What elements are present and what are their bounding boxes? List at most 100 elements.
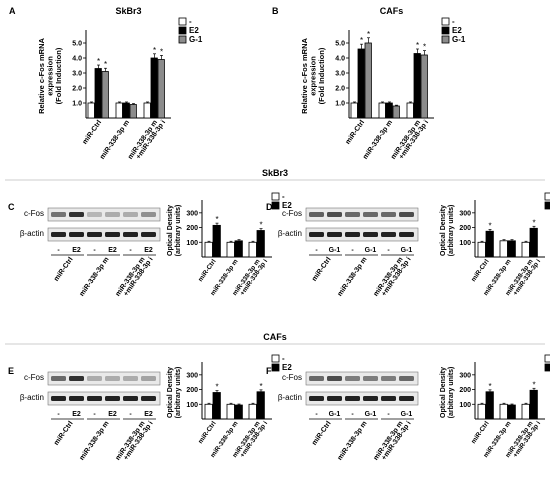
y-axis-label-line: (arbitrary units) (448, 367, 455, 419)
blot-band-cfos (309, 212, 324, 217)
western-blot-d: Dc-Fos β-actin - G-1 - G-1 - G-1 miR-Ctrl miR-338… (266, 202, 419, 298)
y-axis-label-line: (arbitrary units) (448, 205, 455, 257)
lane-label: E2 (144, 247, 153, 254)
blot-band-cfos (399, 376, 414, 381)
legend-label: E2 (189, 26, 199, 35)
bar-ctrl (350, 102, 358, 119)
lane-label: E2 (108, 247, 117, 254)
bar-e2 (212, 392, 221, 420)
legend-swatch (544, 192, 550, 201)
blot-band-actin (87, 396, 102, 401)
y-axis-label-line: Relative c-Fos mRNA (37, 37, 46, 113)
y-tick-label: 3.0 (72, 71, 82, 78)
significance-star: * (160, 47, 163, 56)
chart-b: B CAFs 1.0 2.0 3.0 4.0 5.0 Relative c-Fos mRNAe… (272, 6, 466, 161)
chart-title: CAFs (380, 6, 404, 16)
legend-swatch (544, 363, 550, 372)
y-axis-label: Optical Density(arbitrary units) (167, 205, 182, 257)
blot-band-actin (309, 232, 324, 237)
chart-a: A SkBr3 1.0 2.0 3.0 4.0 5.0 Relative c-Fos mRNA… (9, 6, 203, 161)
blot-band-cfos (105, 376, 120, 381)
blot-band-actin (123, 396, 138, 401)
y-axis-label-line: (Fold Induction) (54, 47, 63, 104)
blot-band-cfos (51, 212, 66, 217)
blot-band-actin (399, 396, 414, 401)
lane-label: - (57, 411, 60, 418)
legend-swatch (271, 192, 280, 201)
blot-band-actin (141, 396, 156, 401)
bar-g-1 (420, 54, 428, 119)
bar-ctrl (87, 102, 95, 119)
lane-label: - (93, 411, 96, 418)
blot-band-cfos (69, 212, 84, 217)
blot-strip-cfos (305, 371, 419, 386)
legend-swatch (178, 26, 187, 35)
x-category-label: miR-338-3p m (99, 119, 131, 161)
blot-strip-actin (305, 227, 419, 242)
y-tick-label: 200 (459, 225, 471, 232)
lane-label: G-1 (365, 411, 377, 418)
bar-ctrl (499, 240, 508, 258)
y-tick-label: 100 (459, 402, 471, 409)
blot-label-cfos: c-Fos (24, 209, 44, 218)
y-axis-label-line: Optical Density (440, 205, 447, 256)
blot-strip-actin (305, 391, 419, 406)
blot-band-cfos (51, 376, 66, 381)
blot-band-actin (363, 232, 378, 237)
y-tick-label: 300 (186, 210, 198, 217)
blot-strip-actin (47, 227, 161, 242)
y-tick-label: 3.0 (335, 71, 345, 78)
blot-band-cfos (345, 376, 360, 381)
blot-label-cfos: c-Fos (282, 373, 302, 382)
panel-label-c: C (8, 202, 15, 212)
lane-label: - (93, 247, 96, 254)
bar-e2 (234, 404, 243, 420)
bar-e2 (385, 102, 393, 119)
legend-swatch (271, 354, 280, 363)
significance-star: * (532, 218, 535, 227)
legend-label: - (282, 192, 285, 201)
significance-star: * (97, 57, 100, 66)
blot-band-actin (327, 396, 342, 401)
blot-band-actin (105, 396, 120, 401)
blot-band-cfos (309, 376, 324, 381)
western-blot-e: Ec-Fos β-actin - E2 - E2 - E2 miR-Ctrl miR-338-3p… (8, 366, 161, 462)
western-blot-c: Cc-Fos β-actin - E2 - E2 - E2 miR-Ctrl miR-338-3p… (8, 202, 161, 298)
significance-star: * (360, 36, 363, 45)
legend-swatch (441, 26, 450, 35)
bar-ctrl (204, 403, 213, 420)
blot-band-cfos (327, 376, 342, 381)
y-tick-label: 100 (459, 240, 471, 247)
lane-label: - (387, 247, 390, 254)
bar-g-1 (392, 105, 400, 119)
legend-label: - (282, 354, 285, 363)
bar-e2 (256, 391, 265, 420)
blot-band-cfos (123, 212, 138, 217)
blot-band-actin (51, 396, 66, 401)
bar-ctrl (477, 241, 486, 258)
blot-condition-label: miR-338-3p m (337, 256, 369, 298)
x-category-label: miR-Ctrl (82, 119, 104, 146)
bar-ctrl (406, 102, 414, 119)
x-category-label: miR-Ctrl (470, 420, 491, 445)
legend-label: - (189, 17, 192, 26)
blot-band-actin (105, 232, 120, 237)
legend-label: E2 (282, 363, 292, 372)
y-axis-label-line: Optical Density (440, 367, 447, 418)
bar-ctrl (499, 403, 508, 420)
significance-star: * (215, 215, 218, 224)
lane-label: - (315, 247, 318, 254)
bar-e2 (212, 224, 221, 258)
legend-swatch (441, 35, 450, 44)
blot-label-actin: β-actin (278, 393, 302, 402)
bar-ctrl (143, 102, 151, 119)
y-tick-label: 300 (459, 210, 471, 217)
blot-condition-label: miR-Ctrl (311, 256, 333, 283)
blot-band-actin (69, 232, 84, 237)
blot-band-actin (309, 396, 324, 401)
bar-ctrl (226, 241, 235, 258)
lane-label: E2 (72, 247, 81, 254)
legend-label: G-1 (452, 35, 466, 44)
significance-star: * (104, 60, 107, 69)
legend-swatch (544, 354, 550, 363)
